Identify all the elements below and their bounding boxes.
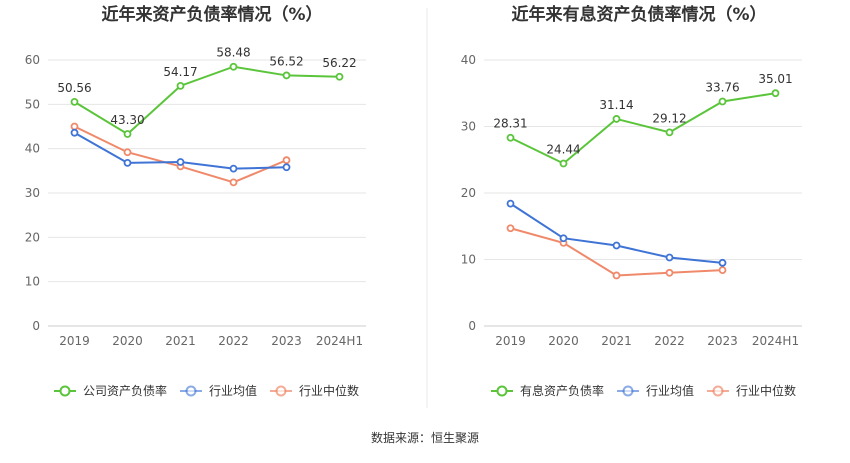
legend-marker-interest-bearing: [496, 385, 508, 397]
legend-item-industry-avg-2[interactable]: 行业均值: [617, 383, 694, 398]
legend-marker-industry-avg-2: [622, 385, 634, 397]
point-industry-avg[interactable]: [612, 241, 621, 250]
series-line-industry-median: [510, 227, 723, 277]
x-tick-label: 2022: [218, 334, 249, 348]
x-tick-label: 2022: [654, 334, 685, 348]
y-tick-label: 30: [461, 120, 476, 134]
legend-marker-company: [59, 385, 71, 397]
x-tick-label: 2020: [548, 334, 579, 348]
series-line-industry-median: [74, 125, 287, 184]
legend-asset-liability: 公司资产负债率 行业均值 行业中位数: [54, 383, 359, 398]
y-tick-label: 60: [25, 53, 40, 67]
series-line-industry-avg: [509, 202, 723, 264]
y-tick-label: 10: [25, 275, 40, 289]
legend-item-company[interactable]: 公司资产负债率: [54, 383, 167, 398]
data-label-company: 56.22: [322, 56, 356, 70]
point-company[interactable]: [612, 115, 621, 123]
point-industry-median[interactable]: [282, 156, 291, 165]
point-industry-median[interactable]: [123, 148, 132, 157]
y-tick-label: 20: [461, 186, 476, 200]
y-tick-label: 40: [25, 142, 40, 156]
point-company[interactable]: [123, 130, 132, 138]
point-industry-median[interactable]: [229, 178, 238, 187]
legend-marker-industry-median: [275, 385, 287, 397]
point-industry-median[interactable]: [665, 268, 674, 277]
point-industry-median[interactable]: [718, 266, 727, 275]
point-industry-avg[interactable]: [718, 258, 727, 267]
legend-item-interest-bearing[interactable]: 有息资产负债率: [491, 383, 604, 398]
y-tick-label: 50: [25, 97, 40, 111]
point-company[interactable]: [229, 62, 238, 71]
legend-label-industry-avg: 行业均值: [209, 383, 257, 398]
legend-interest-bearing: 有息资产负债率 行业均值 行业中位数: [491, 383, 796, 398]
legend-label-interest-bearing: 有息资产负债率: [520, 383, 604, 398]
data-source-note: 数据来源：恒生聚源: [371, 430, 479, 445]
x-tick-label: 2024H1: [752, 334, 799, 348]
point-industry-avg[interactable]: [229, 164, 238, 173]
data-label-company: 29.12: [652, 111, 686, 125]
legend-marker-industry-avg: [185, 385, 197, 397]
point-industry-avg[interactable]: [506, 199, 515, 208]
legend-marker-industry-median-2: [712, 385, 724, 397]
y-tick-label: 30: [25, 186, 40, 200]
y-tick-label: 0: [32, 319, 40, 333]
point-company[interactable]: [771, 89, 780, 98]
point-industry-median[interactable]: [70, 122, 79, 131]
point-industry-avg[interactable]: [176, 158, 185, 166]
point-industry-avg[interactable]: [123, 158, 132, 167]
data-label-company: 50.56: [57, 81, 91, 95]
chart-title-interest-bearing: 近年来有息资产负债率情况（%）: [511, 4, 766, 25]
point-company[interactable]: [559, 159, 568, 168]
series-line-company: [510, 92, 776, 165]
legend-label-company: 公司资产负债率: [83, 383, 167, 398]
y-tick-label: 20: [25, 230, 40, 244]
legend-item-industry-median-2[interactable]: 行业中位数: [707, 383, 796, 398]
x-tick-label: 2019: [59, 334, 90, 348]
chart-interest-bearing-ratio: 0 10 20 30 40 2019 2020 2021 2022 2023 2024H1 28.31…: [461, 53, 802, 348]
point-company[interactable]: [718, 97, 727, 106]
legend-item-industry-median[interactable]: 行业中位数: [270, 383, 359, 398]
x-tick-label: 2021: [601, 334, 632, 348]
data-label-company: 31.14: [599, 98, 633, 112]
x-tick-label: 2024H1: [316, 334, 363, 348]
point-company[interactable]: [70, 97, 79, 106]
chart-title-asset-liability: 近年来资产负债率情况（%）: [101, 4, 322, 25]
data-label-company: 56.52: [269, 54, 303, 68]
point-industry-avg[interactable]: [559, 234, 568, 243]
x-tick-label: 2023: [271, 334, 302, 348]
point-company[interactable]: [176, 81, 185, 90]
data-label-company: 58.48: [216, 46, 250, 60]
x-tick-label: 2019: [495, 334, 526, 348]
legend-label-industry-median: 行业中位数: [299, 383, 359, 398]
legend-label-industry-avg-2: 行业均值: [646, 383, 694, 398]
point-company[interactable]: [282, 71, 291, 80]
data-label-company: 43.30: [110, 113, 144, 127]
x-tick-label: 2021: [165, 334, 196, 348]
point-industry-avg[interactable]: [70, 128, 79, 137]
point-company[interactable]: [665, 128, 674, 137]
x-tick-label: 2023: [707, 334, 738, 348]
data-label-company: 24.44: [546, 142, 580, 156]
data-label-company: 33.76: [705, 80, 739, 94]
data-label-company: 54.17: [163, 65, 197, 79]
data-label-company: 28.31: [493, 117, 527, 131]
series-line-company: [73, 65, 340, 136]
point-industry-avg[interactable]: [665, 253, 674, 262]
legend-label-industry-median-2: 行业中位数: [736, 383, 796, 398]
y-tick-label: 10: [461, 253, 476, 267]
x-tick-label: 2020: [112, 334, 143, 348]
chart-asset-liability-ratio: 0 10 20 30 40 50 60 2019 2020 2021 2022 2023 2024H1 5…: [25, 46, 366, 348]
point-company[interactable]: [506, 133, 515, 142]
legend-item-industry-avg[interactable]: 行业均值: [180, 383, 257, 398]
point-company[interactable]: [335, 72, 344, 81]
point-industry-avg[interactable]: [282, 163, 291, 172]
point-industry-median[interactable]: [506, 224, 515, 233]
y-tick-label: 40: [461, 53, 476, 67]
data-label-company: 35.01: [758, 72, 792, 86]
point-industry-median[interactable]: [612, 271, 621, 280]
y-tick-label: 0: [468, 319, 476, 333]
